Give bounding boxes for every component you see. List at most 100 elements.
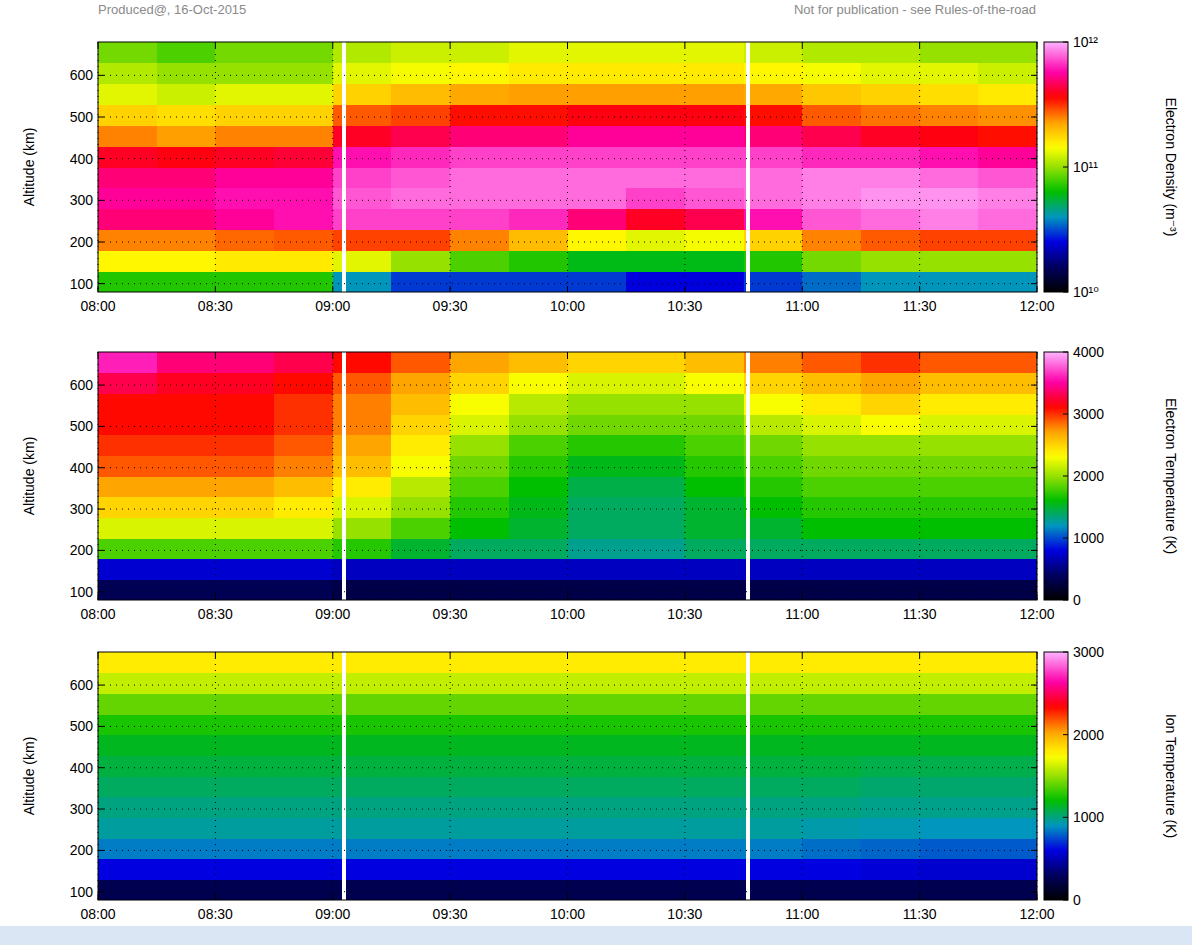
cell bbox=[450, 859, 509, 880]
cell bbox=[685, 817, 744, 838]
cell bbox=[509, 146, 568, 167]
cell bbox=[509, 517, 568, 538]
cell bbox=[685, 105, 744, 126]
cell bbox=[861, 146, 920, 167]
cell bbox=[215, 559, 274, 580]
cell bbox=[568, 250, 627, 271]
colorbar-tick bbox=[1063, 42, 1068, 43]
cell bbox=[274, 393, 333, 414]
cell bbox=[274, 497, 333, 518]
cell bbox=[802, 271, 861, 292]
x-tick bbox=[802, 352, 803, 358]
colorbar-tick-label: 10¹⁰ bbox=[1073, 284, 1099, 300]
cell bbox=[920, 393, 979, 414]
cells bbox=[98, 42, 1037, 292]
cell bbox=[509, 125, 568, 146]
cell bbox=[450, 435, 509, 456]
x-tick-label: 09:30 bbox=[433, 906, 468, 922]
grid-line-x bbox=[802, 42, 803, 292]
cell bbox=[157, 105, 216, 126]
colorbar-tick bbox=[1063, 352, 1068, 353]
cell bbox=[98, 497, 157, 518]
cell bbox=[157, 517, 216, 538]
y-tick bbox=[98, 385, 104, 386]
cell bbox=[685, 393, 744, 414]
x-tick-label: 11:30 bbox=[903, 606, 937, 622]
cell bbox=[215, 755, 274, 776]
cell bbox=[98, 271, 157, 292]
cell bbox=[157, 735, 216, 756]
x-tick-label: 10:00 bbox=[550, 906, 585, 922]
cell bbox=[978, 209, 1037, 230]
cell bbox=[333, 776, 392, 797]
cell bbox=[920, 579, 979, 600]
cell bbox=[333, 167, 392, 188]
x-tick bbox=[1037, 286, 1038, 292]
cell bbox=[450, 776, 509, 797]
y-tick bbox=[98, 426, 104, 427]
cell bbox=[450, 579, 509, 600]
cell bbox=[509, 755, 568, 776]
cell bbox=[333, 652, 392, 673]
x-tick bbox=[450, 894, 451, 900]
cell bbox=[744, 652, 803, 673]
cell bbox=[450, 673, 509, 694]
panel: 08:0008:3009:0009:3010:0010:3011:0011:30… bbox=[21, 344, 1179, 622]
cell bbox=[685, 693, 744, 714]
cell bbox=[333, 579, 392, 600]
x-tick bbox=[919, 652, 920, 658]
cell bbox=[157, 455, 216, 476]
cell bbox=[333, 673, 392, 694]
y-axis-title: Altitude (km) bbox=[21, 128, 37, 207]
cell bbox=[391, 538, 450, 559]
cell bbox=[744, 188, 803, 209]
cell bbox=[157, 271, 216, 292]
cell bbox=[568, 476, 627, 497]
cell bbox=[333, 714, 392, 735]
cell bbox=[157, 209, 216, 230]
cell bbox=[450, 352, 509, 373]
cell bbox=[333, 393, 392, 414]
cell bbox=[861, 879, 920, 900]
cell bbox=[450, 455, 509, 476]
cell bbox=[744, 497, 803, 518]
cell bbox=[802, 859, 861, 880]
cell bbox=[391, 497, 450, 518]
cell bbox=[861, 230, 920, 251]
cell bbox=[391, 271, 450, 292]
cell bbox=[157, 188, 216, 209]
x-tick-label: 08:30 bbox=[198, 906, 233, 922]
cell bbox=[744, 755, 803, 776]
colorbar-tick-label: 4000 bbox=[1073, 344, 1104, 360]
cell bbox=[978, 455, 1037, 476]
grid-line-x bbox=[684, 652, 685, 900]
cell bbox=[861, 693, 920, 714]
cell bbox=[333, 755, 392, 776]
y-tick bbox=[1031, 809, 1037, 810]
cell bbox=[391, 146, 450, 167]
cell bbox=[274, 879, 333, 900]
cell bbox=[450, 167, 509, 188]
x-tick bbox=[684, 42, 685, 48]
x-tick-label: 09:00 bbox=[315, 606, 350, 622]
cell bbox=[509, 84, 568, 105]
cell bbox=[215, 476, 274, 497]
cell bbox=[333, 797, 392, 818]
cell bbox=[333, 373, 392, 394]
cell bbox=[215, 538, 274, 559]
cell bbox=[450, 693, 509, 714]
cell bbox=[685, 559, 744, 580]
cell bbox=[157, 125, 216, 146]
cell bbox=[920, 838, 979, 859]
x-tick bbox=[567, 894, 568, 900]
cell bbox=[978, 817, 1037, 838]
cell bbox=[685, 188, 744, 209]
cell bbox=[685, 435, 744, 456]
cell bbox=[626, 435, 685, 456]
cell bbox=[920, 755, 979, 776]
x-tick-label: 08:30 bbox=[198, 606, 233, 622]
cell bbox=[157, 230, 216, 251]
cell bbox=[157, 435, 216, 456]
cell bbox=[802, 455, 861, 476]
cell bbox=[920, 797, 979, 818]
